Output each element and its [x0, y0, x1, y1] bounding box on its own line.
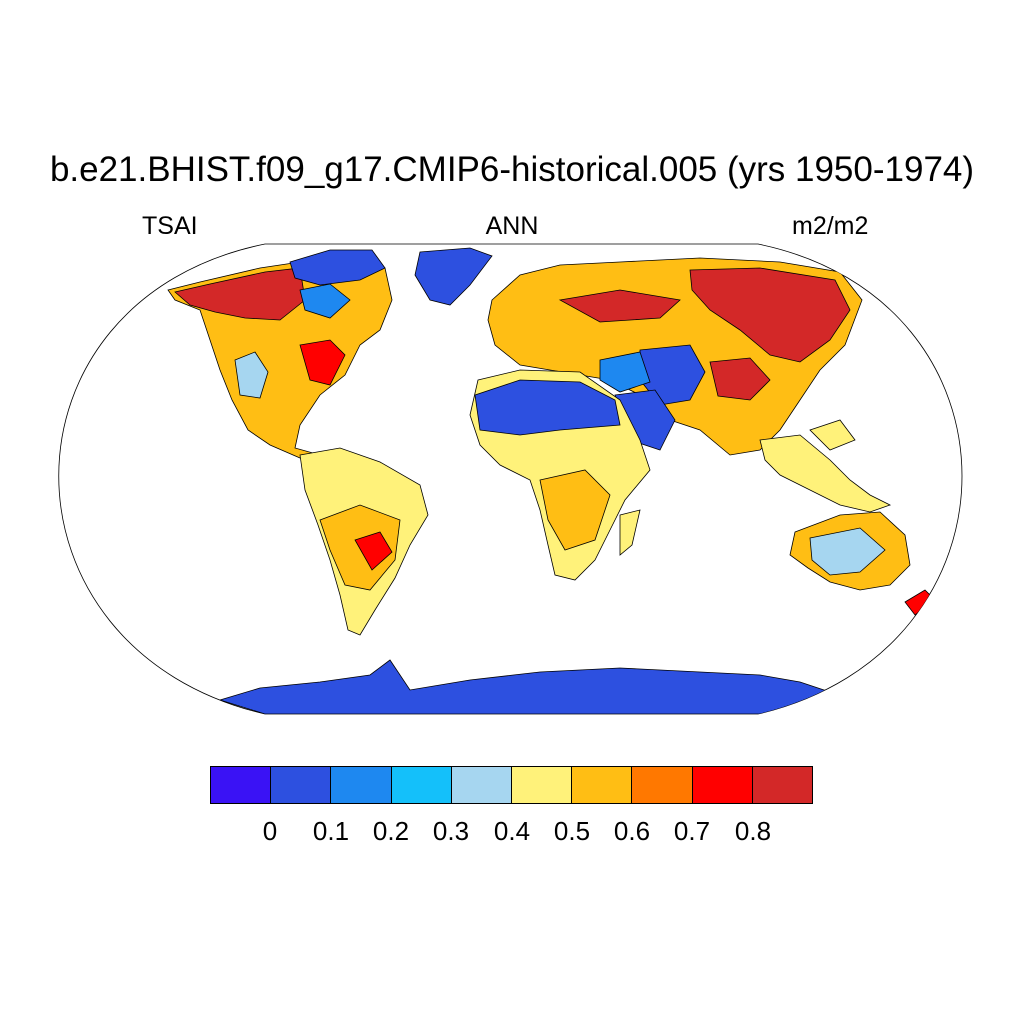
africa [469, 369, 651, 581]
southeast-asia [759, 419, 892, 513]
season-label: ANN [485, 212, 539, 240]
arctic-islands [289, 247, 493, 319]
colorbar-label: 0.4 [493, 816, 531, 846]
colorbar-segment [211, 767, 272, 803]
colorbar-segment [752, 767, 813, 803]
variable-label: TSAI [142, 212, 198, 240]
colorbar-label: 0 [262, 816, 278, 846]
colorbar-labels: 0 0.1 0.2 0.3 0.4 0.5 0.6 0.7 0.8 [0, 816, 1024, 850]
colorbar-label: 0.2 [372, 816, 410, 846]
eurasia [487, 257, 863, 456]
colorbar-segment [692, 767, 753, 803]
colorbar-label: 0.3 [432, 816, 470, 846]
colorbar-label: 0.8 [734, 816, 772, 846]
colorbar-segment [572, 767, 633, 803]
colorbar-segment [271, 767, 332, 803]
south-america [299, 447, 429, 636]
colorbar-segment [632, 767, 693, 803]
colorbar-segment [451, 767, 513, 803]
colorbar-label: 0.6 [613, 816, 651, 846]
colorbar-label: 0.5 [553, 816, 591, 846]
colorbar-label: 0.7 [673, 816, 711, 846]
units-label: m2/m2 [792, 212, 869, 240]
colorbar-segment [512, 767, 573, 803]
colorbar-segment [391, 767, 452, 803]
colorbar-segment [331, 767, 392, 803]
colorbar [210, 766, 813, 804]
map-title: b.e21.BHIST.f09_g17.CMIP6-historical.005… [49, 150, 975, 189]
australia [789, 511, 911, 591]
colorbar-label: 0.1 [312, 816, 350, 846]
